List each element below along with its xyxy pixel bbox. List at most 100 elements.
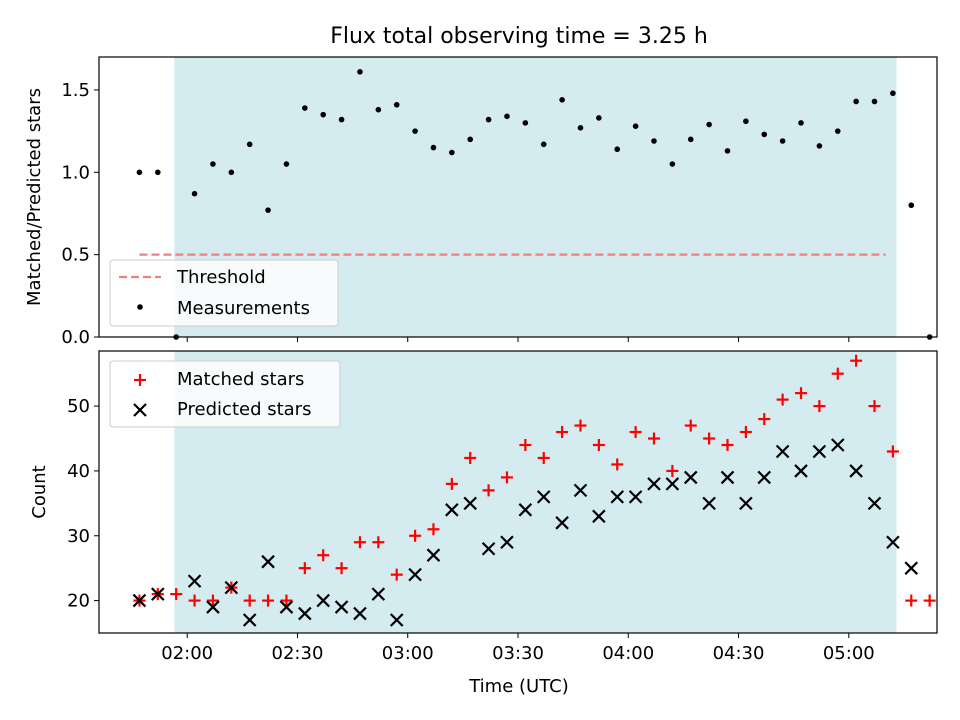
measurement-point — [504, 113, 510, 120]
predicted-point — [573, 483, 588, 498]
predicted-point-b — [371, 587, 386, 601]
predicted-point — [151, 587, 165, 601]
predicted-point — [481, 541, 496, 556]
predicted-point — [683, 470, 698, 485]
predicted-point — [187, 574, 202, 588]
matched-point — [353, 536, 366, 549]
measurement-point — [246, 141, 253, 148]
count-ytick-label: 20 — [67, 591, 90, 612]
measurement-point — [522, 120, 529, 126]
predicted-point-b — [500, 535, 514, 550]
predicted-point-b — [683, 470, 698, 485]
measurement-point — [430, 144, 437, 151]
predicted-point-b — [830, 438, 845, 452]
predicted-point — [592, 509, 606, 524]
matched-point — [758, 413, 771, 426]
matched-point — [500, 471, 513, 484]
measurement-point — [614, 146, 621, 153]
predicted-point — [555, 516, 569, 530]
chart-title: Flux total observing time = 3.25 h — [330, 24, 708, 49]
predicted-point-b — [389, 613, 404, 627]
count-xtick-label: 02:30 — [272, 643, 324, 664]
measurement-point — [302, 105, 308, 111]
predicted-point — [132, 593, 147, 608]
predicted-point — [298, 606, 312, 621]
measurement-point — [210, 161, 216, 167]
predicted-point-b — [132, 593, 147, 608]
measurement-point — [724, 148, 731, 154]
predicted-point — [720, 470, 735, 485]
measurement-point — [191, 190, 198, 197]
matched-point — [647, 432, 660, 445]
measurement-point — [632, 123, 639, 129]
predicted-point — [849, 464, 863, 478]
matched-legend-swatch — [134, 374, 146, 386]
ratio-ytick-label: 1.5 — [61, 80, 90, 101]
predicted-point-b — [555, 516, 569, 530]
ratio-legend-box — [109, 259, 339, 327]
predicted-point — [665, 477, 680, 491]
ratio-ytick-label: 1.0 — [61, 162, 90, 183]
predicted-point-b — [775, 444, 790, 459]
predicted-point — [702, 496, 716, 511]
predicted-point — [463, 496, 477, 511]
predicted-point — [334, 600, 349, 614]
matched-point — [886, 445, 899, 458]
threshold-legend-label: Threshold — [176, 267, 266, 288]
measurement-point — [779, 138, 786, 144]
predicted-point-b — [904, 561, 919, 575]
predicted-point-b — [151, 587, 165, 601]
predicted-point-b — [849, 464, 863, 478]
measurement-point — [228, 169, 235, 176]
predicted-point-b — [867, 496, 882, 511]
measurement-point — [687, 136, 694, 143]
predicted-point — [279, 600, 294, 614]
predicted-points — [132, 438, 919, 627]
ratio-ytick-label: 0.0 — [61, 327, 90, 348]
predicted-point — [812, 444, 827, 459]
measurement-point — [155, 169, 161, 176]
predicted-point-b — [739, 496, 753, 511]
measurement-point — [834, 128, 841, 134]
measurement-point — [320, 111, 327, 118]
predicted-point-b — [316, 593, 330, 608]
predicted-point — [206, 600, 220, 614]
measurement-points — [136, 69, 933, 340]
measurement-point — [375, 106, 382, 113]
matched-point — [188, 594, 201, 607]
predicted-point — [739, 496, 753, 511]
predicted-point-b — [886, 535, 900, 550]
count-xtick-label: 04:00 — [602, 643, 654, 664]
matched-point — [427, 523, 440, 536]
predicted-point — [757, 470, 772, 485]
measurement-point — [596, 115, 602, 121]
predicted-point-b — [628, 490, 643, 504]
matched-point — [905, 594, 918, 607]
measurement-point — [357, 69, 363, 75]
predicted-point-b — [187, 574, 202, 588]
predicted-point-b — [463, 496, 477, 511]
count-ytick-label: 40 — [67, 461, 90, 482]
matched-point — [464, 451, 477, 464]
predicted-point-b — [665, 477, 680, 491]
predicted-point — [904, 561, 919, 575]
measurement-point — [761, 131, 768, 138]
predicted-point — [389, 613, 404, 627]
predicted-point — [353, 606, 367, 621]
matched-point — [482, 484, 495, 497]
count-xtick-label: 05:00 — [823, 643, 875, 664]
matched-point — [592, 439, 605, 451]
measurement-point — [651, 138, 657, 144]
matched-point — [739, 426, 752, 439]
predicted-point-b — [279, 600, 294, 614]
measurement-point — [559, 97, 565, 103]
ratio-panel-frame — [98, 56, 938, 338]
predicted-legend-swatch — [133, 403, 147, 417]
matched-point — [813, 400, 826, 413]
matched-point — [721, 439, 734, 451]
predicted-point — [242, 613, 257, 627]
predicted-point — [445, 503, 459, 517]
measurement-point — [449, 149, 455, 156]
matched-point — [629, 426, 642, 439]
